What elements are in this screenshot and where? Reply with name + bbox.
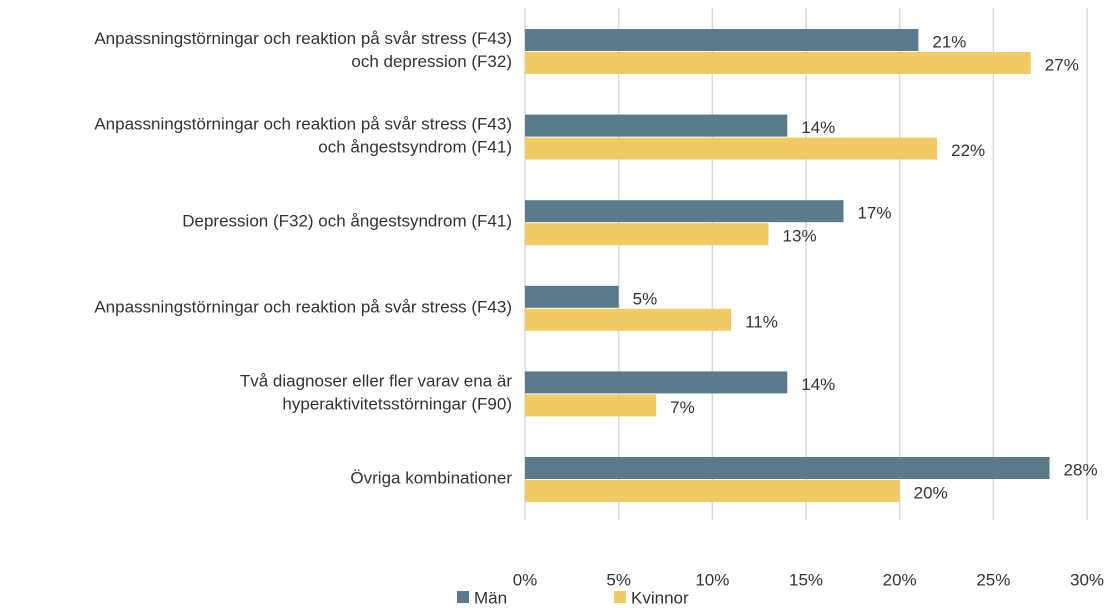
bar — [525, 223, 769, 246]
bar — [525, 137, 938, 160]
x-tick-label: 20% — [883, 570, 917, 589]
x-tick-label: 10% — [695, 570, 729, 589]
bar — [525, 29, 919, 51]
bar — [525, 308, 732, 331]
bar — [525, 114, 788, 137]
x-tick-label: 0% — [513, 570, 538, 589]
legend-label: Kvinnor — [631, 588, 689, 607]
bar — [525, 285, 619, 308]
bar — [525, 480, 900, 502]
x-tick-label: 15% — [789, 570, 823, 589]
bar — [525, 394, 657, 417]
legend-label: Män — [474, 588, 507, 607]
value-label: 14% — [801, 118, 835, 137]
x-tick-label: 25% — [976, 570, 1010, 589]
category-label: Anpassningstörningar och reaktion på svå… — [94, 29, 512, 71]
value-label: 20% — [914, 483, 948, 502]
bar — [525, 200, 844, 223]
value-label: 7% — [670, 398, 695, 417]
bar — [525, 371, 788, 394]
legend-swatch — [614, 591, 626, 603]
value-label: 5% — [633, 289, 658, 308]
category-label: Anpassningstörningar och reaktion på svå… — [94, 298, 512, 317]
bar — [525, 52, 1031, 74]
value-label: 11% — [745, 312, 778, 331]
category-label: Anpassningstörningar och reaktion på svå… — [94, 115, 512, 157]
legend-swatch — [457, 591, 469, 603]
x-tick-label: 5% — [606, 570, 631, 589]
x-tick-label: 30% — [1070, 570, 1104, 589]
category-label: Depression (F32) och ångestsyndrom (F41) — [182, 212, 512, 231]
value-label: 13% — [783, 227, 817, 246]
category-label: Övriga kombinationer — [350, 469, 512, 488]
value-label: 22% — [951, 141, 985, 160]
value-label: 14% — [801, 375, 835, 394]
value-label: 28% — [1064, 460, 1098, 479]
value-label: 27% — [1045, 55, 1079, 74]
value-label: 21% — [932, 32, 966, 51]
bar — [525, 457, 1050, 479]
value-label: 17% — [857, 204, 891, 223]
category-label: Två diagnoser eller fler varav ena är hyp… — [240, 372, 512, 414]
